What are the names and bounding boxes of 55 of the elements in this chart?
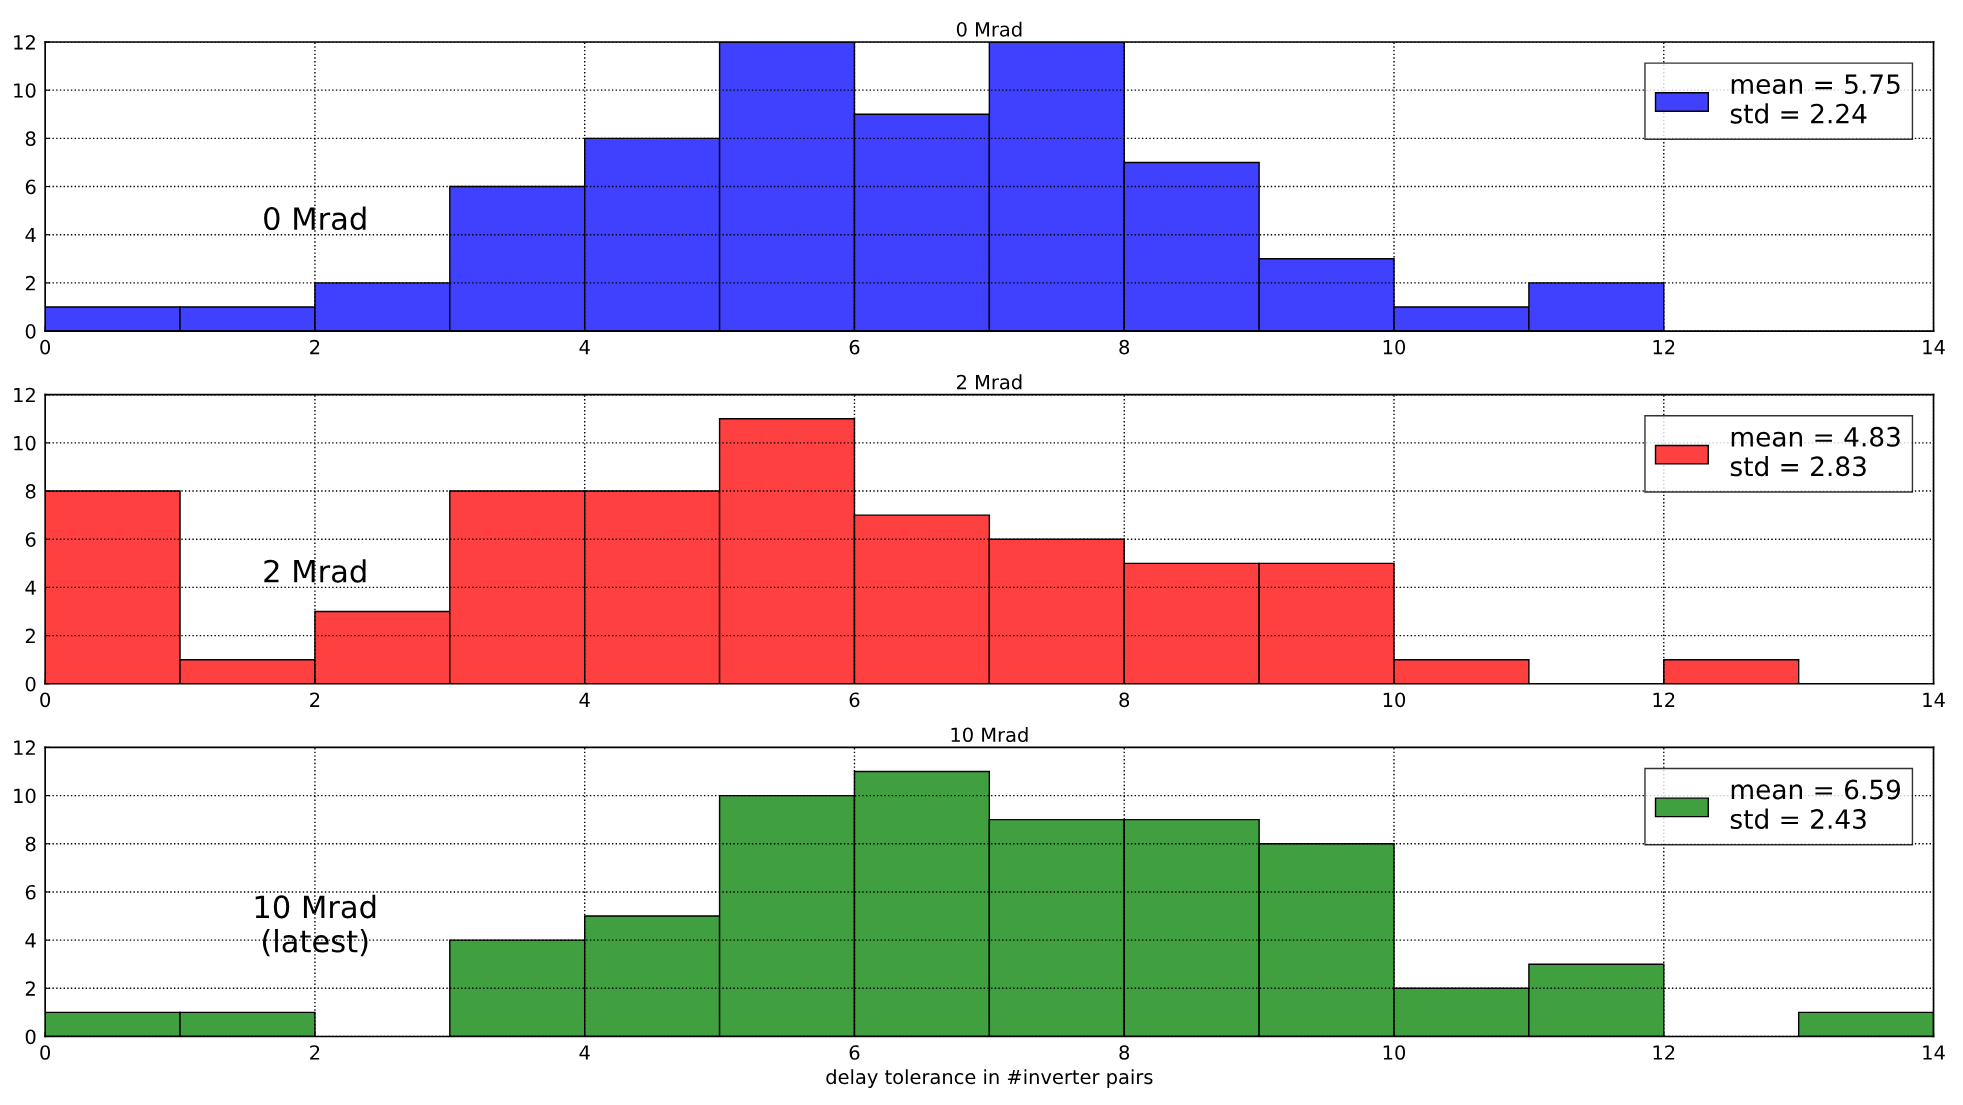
y-tick-label: 4 [25, 580, 36, 595]
x-tick-label: 6 [849, 692, 860, 708]
annotation: 10 Mrad (latest) [255, 894, 376, 957]
x-tick-label: 12 [1653, 339, 1675, 355]
y-tick-label: 2 [25, 628, 35, 643]
x-tick-label: 2 [310, 1045, 320, 1060]
y-tick-label: 8 [25, 836, 36, 852]
x-tick-label: 8 [1119, 339, 1130, 355]
annotation: 0 Mrad [264, 206, 366, 231]
y-tick-label: 10 [14, 435, 36, 451]
x-tick-label: 0 [40, 692, 51, 708]
x-tick-label: 0 [40, 1045, 51, 1060]
y-tick-label: 4 [25, 933, 36, 948]
y-tick-label: 0 [25, 1029, 36, 1045]
y-tick-label: 10 [14, 83, 36, 98]
annotation: 2 Mrad [264, 559, 366, 583]
chart-title: 0 Mrad [956, 21, 1022, 37]
x-tick-label: 14 [1923, 340, 1945, 355]
x-tick-label: 4 [579, 692, 590, 707]
x-axis-title: delay tolerance in #inverter pairs [826, 1069, 1153, 1089]
chart-title: 2 Mrad [956, 374, 1022, 390]
x-tick-label: 6 [849, 339, 860, 355]
x-tick-label: 6 [849, 1045, 860, 1060]
y-tick-label: 10 [14, 788, 36, 804]
x-tick-label: 10 [1383, 1045, 1406, 1060]
x-tick-label: 14 [1923, 692, 1945, 707]
y-tick-label: 8 [25, 484, 36, 499]
x-tick-label: 0 [40, 339, 51, 355]
y-tick-label: 0 [25, 324, 36, 339]
chart-title: 10 Mrad [951, 727, 1028, 743]
y-tick-label: 4 [25, 227, 36, 243]
y-tick-label: 0 [25, 676, 36, 692]
y-tick-label: 12 [14, 34, 35, 50]
x-tick-label: 10 [1383, 692, 1406, 708]
y-tick-label: 6 [25, 884, 36, 900]
x-tick-label: 2 [310, 339, 320, 355]
y-tick-label: 2 [25, 981, 35, 996]
x-tick-label: 14 [1923, 1045, 1945, 1060]
x-tick-label: 8 [1119, 1045, 1130, 1060]
legend-label: mean = 5.75 std = 2.24 [1730, 74, 1900, 124]
y-tick-label: 8 [25, 131, 36, 147]
x-tick-label: 4 [579, 340, 590, 355]
legend-label: mean = 6.59 std = 2.43 [1730, 779, 1901, 830]
y-tick-label: 12 [14, 387, 35, 403]
legend-label: mean = 4.83 std = 2.83 [1730, 426, 1900, 477]
y-tick-label: 2 [25, 275, 35, 291]
x-tick-label: 4 [579, 1045, 590, 1060]
x-tick-label: 2 [310, 692, 320, 707]
y-tick-label: 6 [25, 179, 36, 195]
y-tick-label: 6 [25, 532, 36, 547]
x-tick-label: 12 [1653, 692, 1675, 707]
x-tick-label: 12 [1653, 1045, 1675, 1060]
x-tick-label: 10 [1383, 339, 1406, 355]
x-tick-label: 8 [1119, 692, 1130, 708]
y-tick-label: 12 [14, 740, 35, 755]
